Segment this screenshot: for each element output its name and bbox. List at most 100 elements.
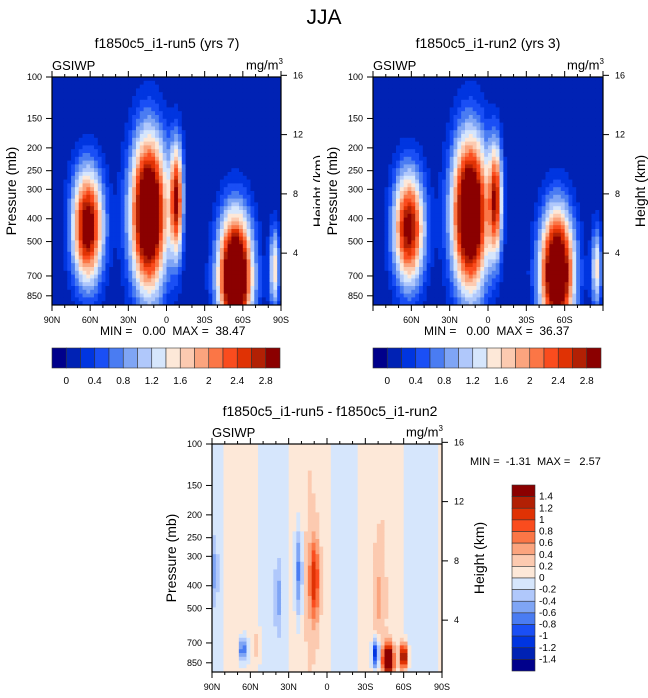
y-tick-label: 100 [27,72,42,82]
contour-cell [246,240,251,245]
contour-cell [258,282,263,287]
contour-cell [74,263,80,268]
contour-cell [572,137,577,142]
contour-cell [67,263,72,268]
contour-cell [231,168,236,173]
contour-cell [269,274,274,279]
contour-cell [442,134,447,139]
contour-cell [101,179,106,184]
contour-cell [63,278,68,283]
contour-cell [113,111,118,116]
contour-cell [265,187,270,192]
contour-cell [67,221,72,226]
colorbar-swatch [179,347,195,369]
contour-cell [185,210,190,215]
contour-cell [71,77,76,82]
contour-cell [250,77,255,82]
contour-cell [258,187,263,192]
contour-cell [560,77,566,82]
contour-cell [86,267,91,272]
contour-cell [488,134,493,139]
contour-cell [97,289,103,294]
contour-cell [147,251,152,256]
contour-cell [59,229,64,234]
contour-cell [158,198,164,203]
contour-cell [71,213,76,218]
contour-cell [453,103,458,108]
contour-cell [465,141,470,146]
contour-cell [242,179,248,184]
contour-cell [101,126,106,131]
contour-cell [189,111,194,116]
contour-cell [158,225,164,230]
contour-cell [97,270,103,275]
contour-cell [101,259,106,264]
contour-cell [269,229,274,234]
contour-cell [93,103,99,108]
contour-cell [419,134,424,139]
contour-cell [457,130,462,135]
contour-cell [484,137,489,142]
contour-cell [93,160,99,165]
contour-cell [216,179,221,184]
contour-cell [55,225,61,230]
contour-cell [434,80,439,85]
contour-cell [158,278,164,283]
contour-cell [162,164,167,169]
contour-cell [239,267,244,272]
contour-cell [200,84,206,89]
contour-cell [269,297,274,302]
contour-cell [177,270,183,275]
contour-cell [219,115,225,120]
contour-cell [177,213,183,218]
contour-cell [67,96,72,101]
contour-cell [135,103,141,108]
contour-cell [113,240,118,245]
contour-cell [105,278,110,283]
contour-cell [384,145,389,150]
main-title: JJA [306,6,342,29]
contour-cell [557,115,562,120]
contour-cell [568,111,573,116]
contour-cell [392,99,397,104]
contour-cell [403,149,408,154]
contour-cell [124,111,129,116]
contour-cell [250,141,255,146]
contour-cell [239,259,244,264]
contour-cell [239,160,244,165]
contour-cell [158,122,164,127]
contour-cell [135,301,141,306]
contour-cell [235,210,240,215]
contour-cell [208,225,213,230]
contour-cell [216,198,221,203]
contour-cell [587,103,592,108]
contour-cell [269,293,274,298]
contour-cell [155,111,160,116]
contour-cell [204,213,209,218]
contour-cell [128,130,133,135]
contour-cell [78,168,83,173]
contour-cell [465,118,470,123]
contour-field [373,77,604,306]
contour-cell [572,134,577,139]
contour-cell [120,244,125,249]
contour-cell [93,194,99,199]
contour-cell [59,107,64,112]
colorbar-label: 2.8 [259,376,273,387]
contour-cell [90,145,95,150]
contour-cell [151,160,156,165]
contour-cell [514,77,520,82]
contour-cell [128,187,133,192]
contour-cell [526,130,531,135]
contour-cell [124,164,129,169]
contour-cell [208,149,213,154]
contour-cell [90,183,95,188]
contour-cell [242,172,248,177]
contour-cell [120,221,125,226]
contour-cell [265,164,270,169]
contour-cell [261,175,267,180]
contour-cell [503,107,508,112]
contour-cell [403,137,408,142]
contour-cell [105,141,110,146]
contour-cell [71,229,76,234]
